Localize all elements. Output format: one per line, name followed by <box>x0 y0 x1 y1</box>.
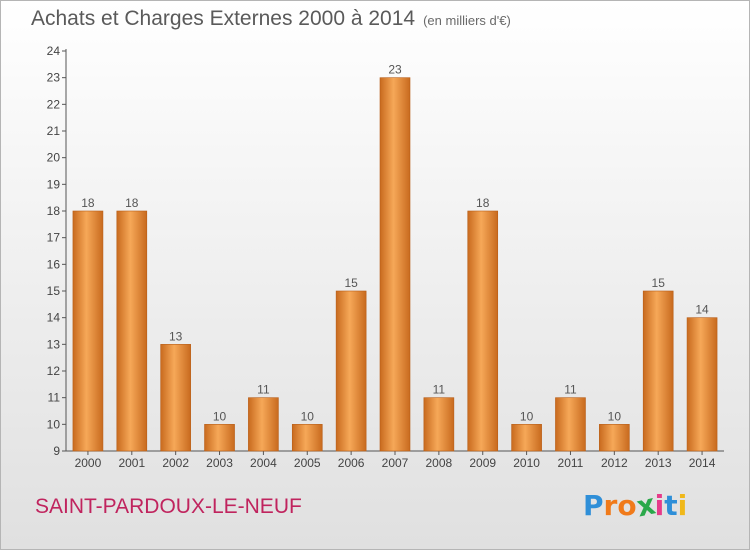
bar-2002[interactable] <box>160 344 191 452</box>
bar-2005[interactable] <box>291 424 323 452</box>
y-tick-label: 10 <box>47 417 61 431</box>
x-tick-label-2002: 2002 <box>162 456 189 470</box>
y-tick-label: 24 <box>47 44 61 58</box>
y-tick-label: 16 <box>47 257 61 271</box>
data-label-2003: 10 <box>213 409 227 423</box>
bar-2012[interactable] <box>599 424 630 452</box>
bar-2006[interactable] <box>335 290 367 452</box>
x-tick-label-2000: 2000 <box>75 456 102 470</box>
y-tick-label: 18 <box>47 204 61 218</box>
logo-letter: P <box>583 489 604 522</box>
x-tick-label-2007: 2007 <box>382 456 409 470</box>
logo-letter: i <box>677 489 688 522</box>
x-tick-label-2003: 2003 <box>206 456 233 470</box>
data-label-2004: 11 <box>257 383 270 397</box>
x-tick-label-2013: 2013 <box>645 456 672 470</box>
bar-2007[interactable] <box>379 77 411 452</box>
y-tick-label: 17 <box>47 231 61 245</box>
y-tick-label: 19 <box>47 177 61 191</box>
x-tick-label-2009: 2009 <box>469 456 496 470</box>
x-tick-label-2012: 2012 <box>601 456 628 470</box>
bar-2009[interactable] <box>467 210 499 452</box>
chart-subtitle: (en milliers d'€) <box>423 13 511 28</box>
bar-2014[interactable] <box>686 317 718 452</box>
chart-bars <box>72 77 718 452</box>
bar-2013[interactable] <box>642 290 674 452</box>
y-tick-label: 15 <box>47 284 61 298</box>
place-name: SAINT-PARDOUX-LE-NEUF <box>35 495 302 518</box>
logo-letter: o <box>617 489 637 522</box>
logo-letter: r <box>603 489 618 522</box>
bar-2000[interactable] <box>72 210 104 452</box>
x-tick-label-2011: 2011 <box>558 456 584 470</box>
bar-2011[interactable] <box>555 397 586 452</box>
data-label-2006: 15 <box>344 276 358 290</box>
data-label-2010: 10 <box>520 409 534 423</box>
data-label-2009: 18 <box>476 196 490 210</box>
y-tick-label: 23 <box>47 71 61 85</box>
chart-title: Achats et Charges Externes 2000 à 2014 (e… <box>31 7 511 31</box>
x-tick-label-2010: 2010 <box>513 456 540 470</box>
bar-2010[interactable] <box>511 424 542 452</box>
y-tick-label: 13 <box>47 337 61 351</box>
chart-title-text: Achats et Charges Externes 2000 à 2014 <box>31 7 416 30</box>
data-label-2008: 11 <box>433 383 446 397</box>
x-tick-label-2008: 2008 <box>426 456 453 470</box>
data-label-2014: 14 <box>695 303 709 317</box>
y-tick-label: 20 <box>47 151 61 165</box>
bar-2003[interactable] <box>204 424 235 452</box>
y-tick-label: 12 <box>47 364 61 378</box>
bar-2001[interactable] <box>116 210 148 452</box>
y-tick-label: 14 <box>47 311 61 325</box>
x-tick-label-2005: 2005 <box>294 456 321 470</box>
y-tick-label: 21 <box>47 124 61 138</box>
bar-2004[interactable] <box>248 397 279 452</box>
data-label-2011: 11 <box>564 383 577 397</box>
x-tick-label-2004: 2004 <box>250 456 277 470</box>
x-tick-label-2001: 2001 <box>118 456 145 470</box>
y-tick-label: 9 <box>53 444 60 458</box>
data-label-2002: 13 <box>169 329 183 343</box>
bar-2008[interactable] <box>423 397 455 452</box>
y-tick-label: 11 <box>48 391 61 405</box>
data-label-2007: 23 <box>388 63 402 77</box>
data-label-2005: 10 <box>301 409 315 423</box>
chart-data-labels: 18 18 13 10 11 10 15 23 11 18 10 11 10 15 14 <box>81 63 709 424</box>
y-tick-label: 22 <box>47 97 61 111</box>
x-tick-label-2006: 2006 <box>338 456 365 470</box>
data-label-2013: 15 <box>652 276 666 290</box>
logo-letter: i <box>654 489 665 522</box>
logo-letter: t <box>664 489 678 522</box>
proxiti-logo[interactable]: Proxiti <box>583 487 688 523</box>
data-label-2000: 18 <box>81 196 95 210</box>
data-label-2012: 10 <box>608 409 622 423</box>
x-tick-label-2014: 2014 <box>689 456 716 470</box>
data-label-2001: 18 <box>125 196 139 210</box>
